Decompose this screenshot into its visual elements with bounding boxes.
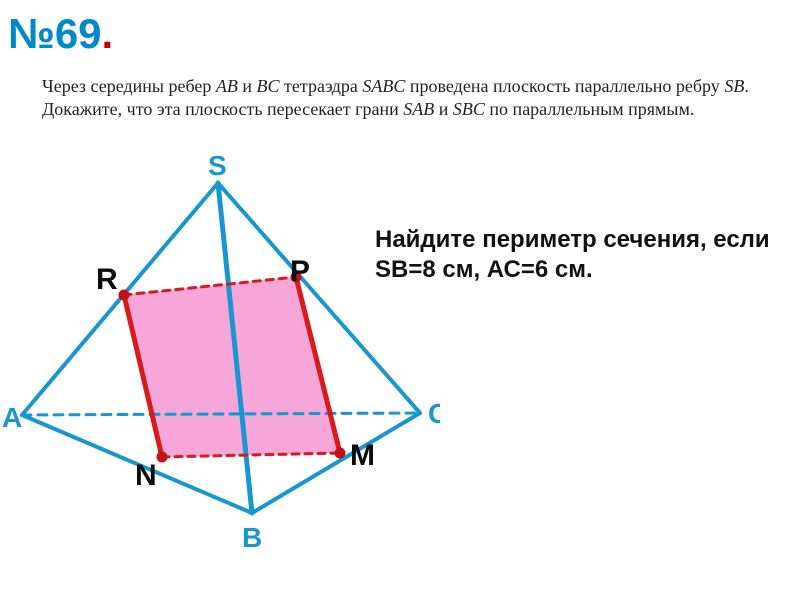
problem-number-text: №69 — [8, 10, 102, 57]
pt1: Через середины ребер — [42, 76, 216, 96]
svg-text:S: S — [208, 155, 227, 181]
pt-BC: BC — [257, 76, 280, 96]
problem-statement: Через середины ребер AB и BC тетраэдра S… — [42, 75, 800, 120]
problem-number-dot: . — [102, 10, 114, 57]
label-N: N — [135, 459, 157, 493]
pt4: проведена плоскость параллельно ребру — [405, 76, 724, 96]
pt-SAB: SAB — [403, 99, 434, 119]
pt-SBC: SBC — [453, 99, 485, 119]
svg-text:C: C — [428, 398, 440, 429]
pt-AB: AB — [216, 76, 238, 96]
pt7: по параллельным прямым. — [485, 99, 694, 119]
label-P: P — [290, 255, 310, 289]
tetrahedron-diagram: S A B C R P N M — [0, 155, 440, 575]
diagram-svg: S A B C — [0, 155, 440, 575]
pt6: и — [434, 99, 453, 119]
pt-SB: SB — [724, 76, 744, 96]
pt2: и — [238, 76, 257, 96]
label-M: M — [350, 439, 375, 473]
svg-text:A: A — [2, 402, 22, 433]
svg-text:B: B — [242, 522, 262, 553]
pt-SABC: SABC — [362, 76, 405, 96]
pt3: тетраэдра — [280, 76, 363, 96]
label-R: R — [96, 263, 118, 297]
problem-number: №69. — [8, 10, 113, 58]
